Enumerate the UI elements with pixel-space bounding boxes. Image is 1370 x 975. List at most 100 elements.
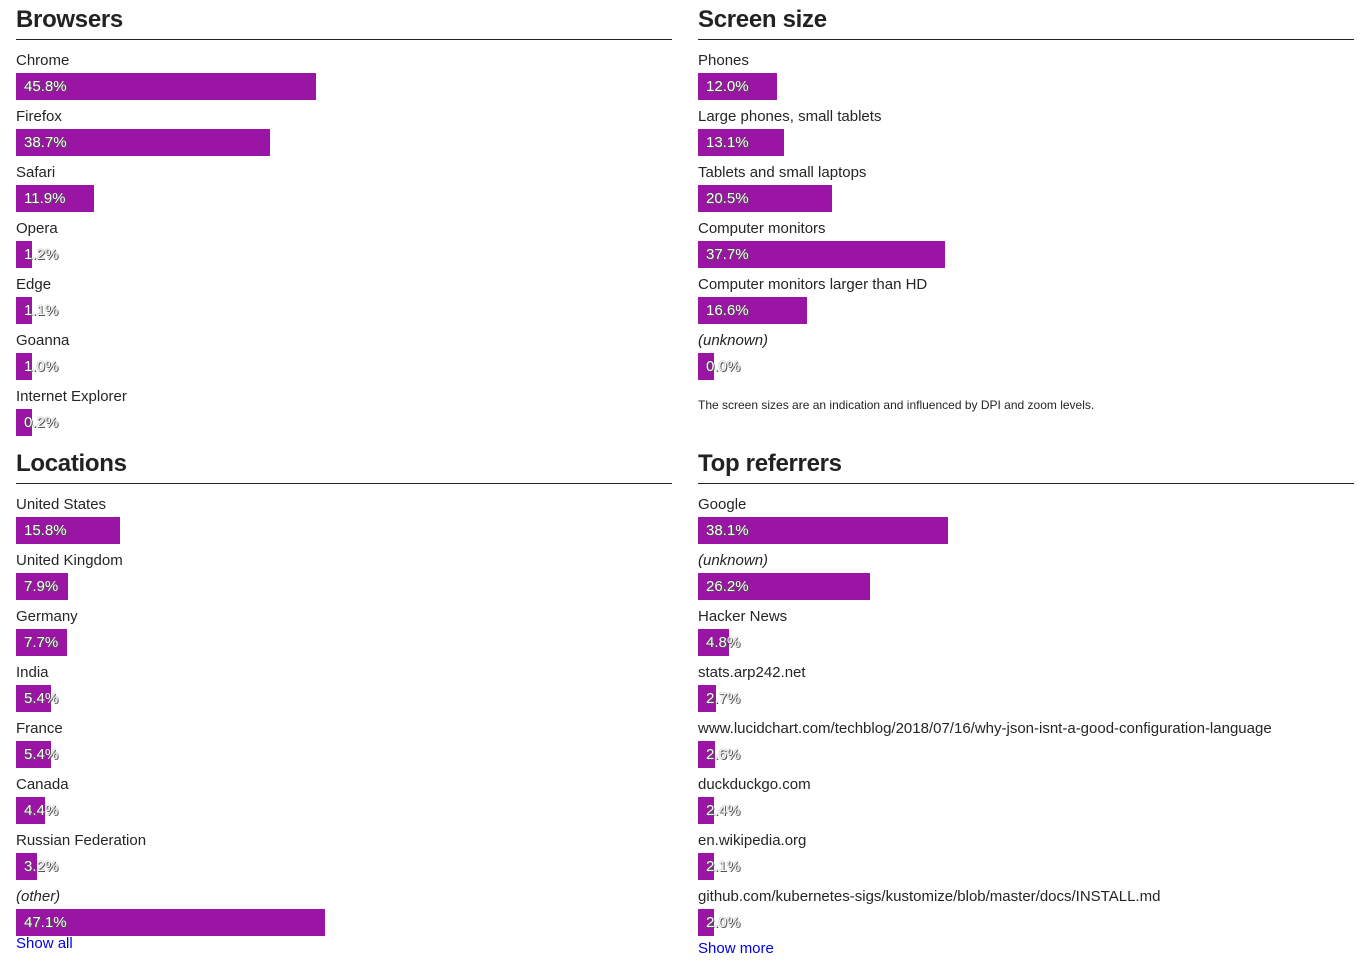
list-item[interactable]: Edge 1.1% [16, 274, 672, 330]
list-item[interactable]: Goanna 1.0% [16, 330, 672, 386]
item-label: Opera [16, 220, 58, 237]
percentage-bar [698, 685, 716, 712]
bar-track: 2.7% [698, 685, 1354, 712]
item-label: Chrome [16, 52, 70, 69]
percentage-bar [698, 853, 714, 880]
list-item[interactable]: Google 38.1% [698, 494, 1354, 550]
percentage-label: 37.7% [706, 246, 749, 263]
bar-track: 5.4% [16, 741, 672, 768]
bar-track: 7.7% [16, 629, 672, 656]
percentage-label: 45.8% [24, 78, 67, 95]
bar-track: 1.2% [16, 241, 672, 268]
percentage-label: 13.1% [706, 134, 749, 151]
bar-track: 4.4% [16, 797, 672, 824]
percentage-label: 1.2% [24, 246, 59, 263]
percentage-bar [698, 517, 948, 544]
item-label: Tablets and small laptops [698, 164, 867, 181]
list-item[interactable]: Hacker News 4.8% [698, 606, 1354, 662]
bar-track: 26.2% [698, 573, 1354, 600]
bar-track: 4.8% [698, 629, 1354, 656]
item-label: Russian Federation [16, 832, 147, 849]
bar-track: 47.1% [16, 909, 672, 936]
list-item[interactable]: Tablets and small laptops 20.5% [698, 162, 1354, 218]
bar-track: 11.9% [16, 185, 672, 212]
bar-track: 2.0% [698, 909, 1354, 936]
screen-size-note: The screen sizes are an indication and i… [698, 398, 1095, 412]
percentage-label: 1.1% [24, 302, 59, 319]
browsers-section: Browsers Chrome 45.8% Firefox 38.7% Safari 11.… [16, 0, 672, 442]
bar-track: 20.5% [698, 185, 1354, 212]
item-label: en.wikipedia.org [698, 832, 807, 849]
percentage-label: 5.4% [24, 690, 59, 707]
list-item[interactable]: Computer monitors 37.7% [698, 218, 1354, 274]
percentage-label: 5.4% [24, 746, 59, 763]
list-item[interactable]: Phones 12.0% [698, 50, 1354, 106]
list-item[interactable]: Firefox 38.7% [16, 106, 672, 162]
bar-track: 16.6% [698, 297, 1354, 324]
list-item[interactable]: en.wikipedia.org 2.1% [698, 830, 1354, 886]
percentage-label: 2.6% [706, 746, 741, 763]
item-label: United Kingdom [16, 552, 123, 569]
percentage-label: 7.9% [24, 578, 59, 595]
bar-track: 7.9% [16, 573, 672, 600]
percentage-bar [16, 909, 325, 936]
bar-track: 0.0% [698, 353, 1354, 380]
percentage-label: 15.8% [24, 522, 67, 539]
list-item[interactable]: www.lucidchart.com/techblog/2018/07/16/w… [698, 718, 1354, 774]
show-more-link[interactable]: Show more [698, 940, 774, 957]
list-item[interactable]: United Kingdom 7.9% [16, 550, 672, 606]
bar-track: 1.1% [16, 297, 672, 324]
bar-track: 38.1% [698, 517, 1354, 544]
percentage-label: 1.0% [24, 358, 59, 375]
list-item[interactable]: United States 15.8% [16, 494, 672, 550]
percentage-bar [16, 741, 52, 768]
show-all-link[interactable]: Show all [16, 935, 73, 952]
bar-track: 12.0% [698, 73, 1354, 100]
percentage-bar [698, 797, 714, 824]
percentage-bar [16, 129, 270, 156]
list-item[interactable]: Germany 7.7% [16, 606, 672, 662]
percentage-bar [698, 909, 714, 936]
bar-track: 37.7% [698, 241, 1354, 268]
list-item[interactable]: Internet Explorer 0.2% [16, 386, 672, 442]
list-item[interactable]: (unknown) 0.0% [698, 330, 1354, 386]
bar-track: 2.1% [698, 853, 1354, 880]
percentage-label: 0.0% [706, 358, 741, 375]
list-item[interactable]: India 5.4% [16, 662, 672, 718]
list-item[interactable]: duckduckgo.com 2.4% [698, 774, 1354, 830]
percentage-bar [16, 241, 32, 268]
item-label: (unknown) [698, 332, 769, 349]
item-label: France [16, 720, 63, 737]
percentage-label: 26.2% [706, 578, 749, 595]
list-item[interactable]: Large phones, small tablets 13.1% [698, 106, 1354, 162]
item-label: United States [16, 496, 107, 513]
list-item[interactable]: Safari 11.9% [16, 162, 672, 218]
item-label: Hacker News [698, 608, 788, 625]
percentage-label: 2.0% [706, 914, 741, 931]
percentage-label: 12.0% [706, 78, 749, 95]
list-item[interactable]: (other) 47.1% [16, 886, 672, 942]
list-item[interactable]: France 5.4% [16, 718, 672, 774]
percentage-bar [16, 853, 37, 880]
list-item[interactable]: Computer monitors larger than HD 16.6% [698, 274, 1354, 330]
item-label: India [16, 664, 49, 681]
percentage-bar [16, 573, 68, 600]
percentage-bar [698, 73, 777, 100]
percentage-bar [16, 297, 32, 324]
item-label: Internet Explorer [16, 388, 127, 405]
list-item[interactable]: stats.arp242.net 2.7% [698, 662, 1354, 718]
item-label: Large phones, small tablets [698, 108, 882, 125]
list-item[interactable]: Opera 1.2% [16, 218, 672, 274]
percentage-label: 4.4% [24, 802, 59, 819]
percentage-bar [698, 185, 833, 212]
locations-section: Locations United States 15.8% United Kingdo… [16, 444, 672, 952]
list-item[interactable]: Canada 4.4% [16, 774, 672, 830]
top-referrers-heading: Top referrers [698, 444, 1354, 484]
percentage-label: 2.7% [706, 690, 741, 707]
list-item[interactable]: Chrome 45.8% [16, 50, 672, 106]
list-item[interactable]: github.com/kubernetes-sigs/kustomize/blo… [698, 886, 1354, 942]
list-item[interactable]: Russian Federation 3.2% [16, 830, 672, 886]
item-label: github.com/kubernetes-sigs/kustomize/blo… [698, 888, 1161, 905]
list-item[interactable]: (unknown) 26.2% [698, 550, 1354, 606]
bar-track: 38.7% [16, 129, 672, 156]
